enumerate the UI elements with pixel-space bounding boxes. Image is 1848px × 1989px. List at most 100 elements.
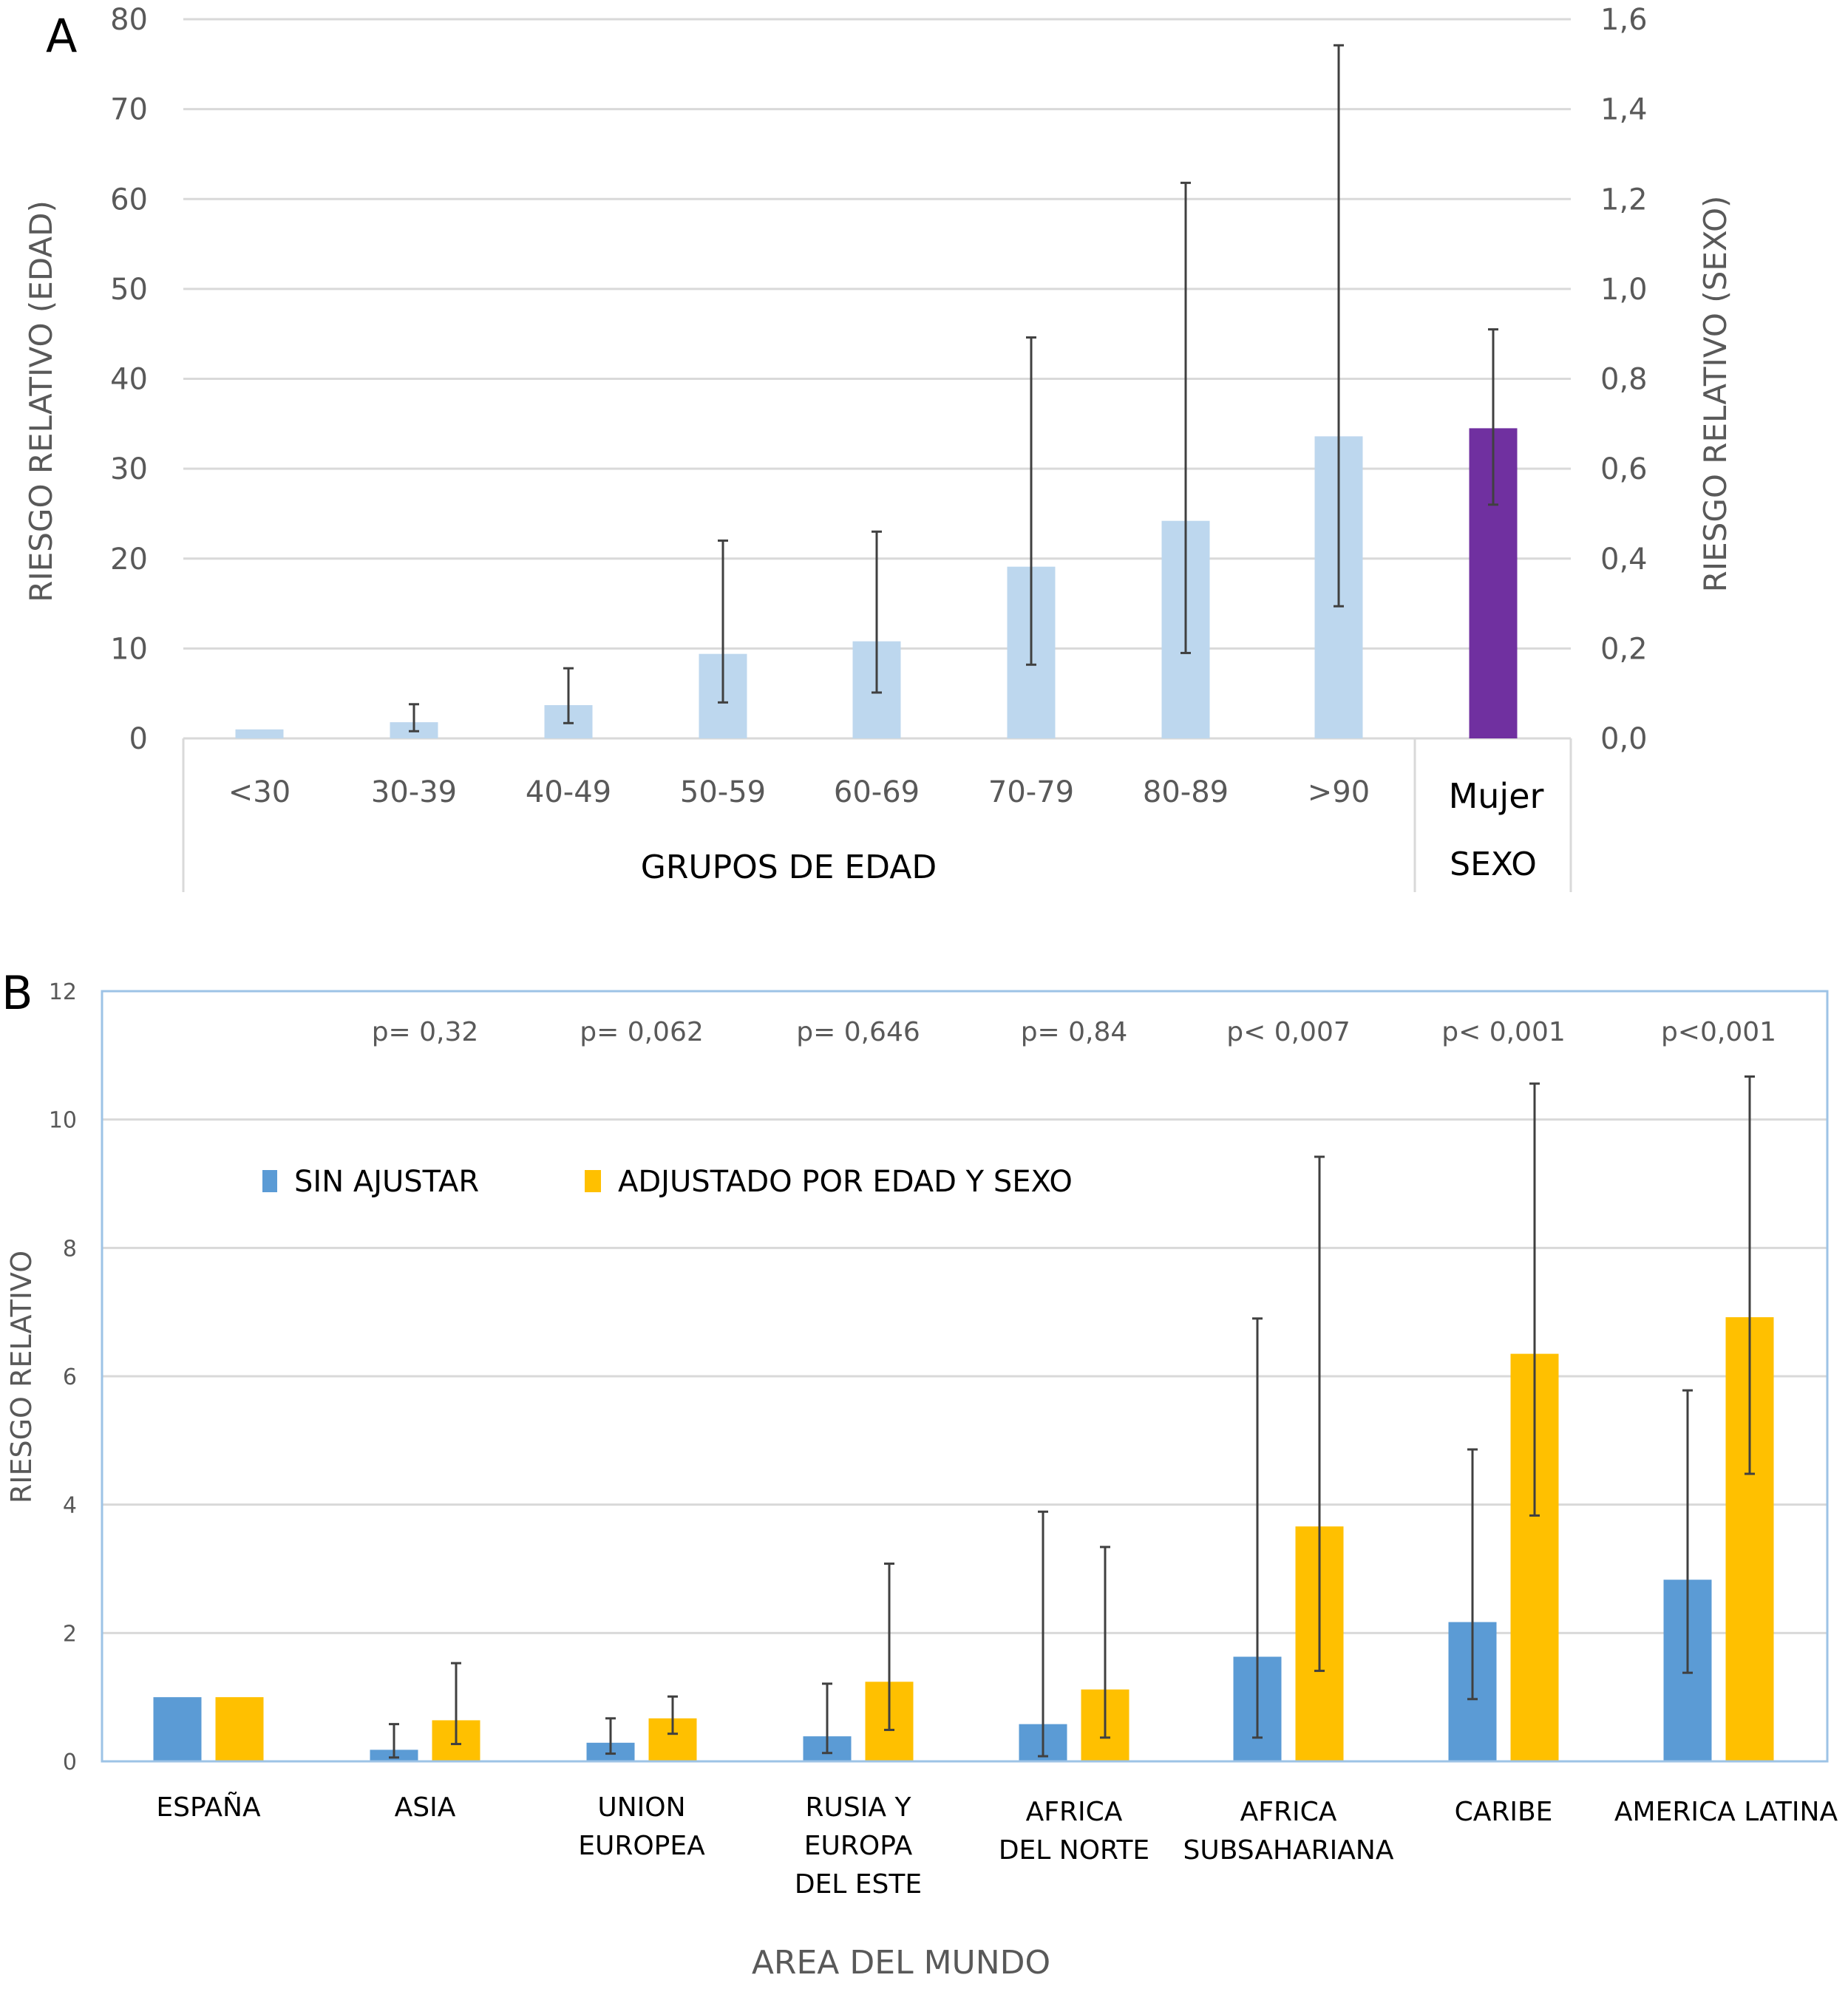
- error-bar-sin-ajustar: [1467, 1448, 1478, 1701]
- error-bar-edad: [409, 703, 419, 732]
- bar-edad: [235, 729, 284, 738]
- category-label: DEL NORTE: [999, 1835, 1149, 1866]
- y2-tick-label: 1,2: [1600, 183, 1648, 217]
- category-label: ESPAÑA: [156, 1792, 261, 1823]
- category-label: 40-49: [526, 775, 611, 809]
- category-label: 60-69: [834, 775, 920, 809]
- category-label: RUSIA Y: [806, 1792, 912, 1823]
- panel-a-right-y-axis-title: RIESGO RELATIVO (SEXO): [1697, 196, 1733, 593]
- panel-b-letter: B: [1, 966, 33, 1020]
- y-tick-label: 12: [49, 979, 77, 1005]
- p-value-label: p<0,001: [1661, 1017, 1776, 1047]
- p-value-label: p= 0,062: [580, 1017, 704, 1047]
- panel-b-x-axis-title: AREA DEL MUNDO: [752, 1944, 1050, 1982]
- y2-tick-label: 1,0: [1600, 273, 1648, 307]
- p-value-label: p< 0,007: [1226, 1017, 1351, 1047]
- legend-swatch-sin-ajustar: [262, 1170, 277, 1192]
- category-label: EUROPA: [804, 1831, 913, 1861]
- error-bar-sin-ajustar: [1252, 1317, 1263, 1739]
- y-tick-label: 4: [63, 1493, 77, 1519]
- category-label: 30-39: [371, 775, 457, 809]
- legend-label-ajustado: ADJUSTADO POR EDAD Y SEXO: [618, 1165, 1073, 1199]
- y-tick-label: 10: [49, 1108, 77, 1134]
- y2-tick-label: 0,4: [1600, 543, 1648, 577]
- panel-b-p-values: p= 0,32 p= 0,062 p= 0,646 p= 0,84 p< 0,007 p<…: [372, 1017, 1776, 1047]
- category-label: SUBSAHARIANA: [1183, 1835, 1394, 1866]
- panel-a-left-ticks: 0 10 20 30 40 50 60 70 80: [110, 3, 148, 756]
- error-bar-sin-ajustar: [822, 1682, 832, 1755]
- y-tick-label: 10: [110, 632, 148, 666]
- error-bar-edad: [1334, 44, 1344, 608]
- y2-tick-label: 0,8: [1600, 363, 1648, 397]
- error-bar-sin-ajustar: [605, 1717, 616, 1755]
- y2-tick-label: 1,6: [1600, 3, 1648, 37]
- error-bar-edad: [718, 539, 728, 704]
- y-tick-label: 50: [110, 273, 148, 307]
- category-label: EUROPEA: [578, 1831, 705, 1861]
- category-label: DEL ESTE: [795, 1869, 922, 1900]
- category-label: AMERICA LATINA: [1614, 1797, 1838, 1827]
- y-tick-label: 20: [110, 543, 148, 577]
- y-tick-label: 30: [110, 452, 148, 486]
- error-bar-ajustado: [1100, 1546, 1110, 1739]
- category-label: >90: [1308, 775, 1370, 809]
- error-bar-ajustado: [884, 1563, 894, 1731]
- error-bar-mujer: [1488, 328, 1498, 506]
- category-label: <30: [228, 775, 291, 809]
- bar-sin-ajustar: [153, 1697, 202, 1761]
- y2-tick-label: 0,6: [1600, 452, 1648, 486]
- error-bar-sin-ajustar: [389, 1723, 399, 1759]
- category-label: 50-59: [680, 775, 766, 809]
- y-tick-label: 2: [63, 1621, 77, 1647]
- panel-b-plot-border: [101, 990, 1829, 1763]
- y-tick-label: 70: [110, 93, 148, 127]
- panel-b-gridlines: [102, 990, 1827, 1763]
- error-bar-edad: [563, 667, 574, 724]
- panel-b-y-axis-title: RIESGO RELATIVO: [5, 1251, 38, 1503]
- error-bar-ajustado: [1529, 1082, 1540, 1517]
- error-bar-sin-ajustar: [1682, 1389, 1693, 1674]
- error-bar-edad: [1181, 181, 1191, 654]
- panel-a-right-ticks: 0,0 0,2 0,4 0,6 0,8 1,0 1,2 1,4 1,6: [1600, 3, 1648, 756]
- category-label: 70-79: [988, 775, 1074, 809]
- y-tick-label: 0: [63, 1750, 77, 1775]
- panel-a-error-bars: [409, 44, 1498, 732]
- error-bar-ajustado: [451, 1662, 461, 1746]
- error-bar-ajustado: [1745, 1075, 1755, 1475]
- p-value-label: p= 0,84: [1021, 1017, 1128, 1047]
- bar-ajustado: [215, 1697, 264, 1761]
- category-label-mujer: Mujer: [1449, 776, 1544, 816]
- panel-a-letter: A: [46, 9, 77, 63]
- category-label: AFRICA: [1240, 1797, 1337, 1827]
- panel-a-category-labels: <30 30-39 40-49 50-59 60-69 70-79 80-89 >90 Muje…: [228, 775, 1544, 816]
- y-tick-label: 6: [63, 1364, 77, 1390]
- legend-swatch-ajustado: [585, 1170, 601, 1192]
- category-label: ASIA: [395, 1792, 456, 1823]
- p-value-label: p< 0,001: [1441, 1017, 1566, 1047]
- panel-a-gridlines: [183, 18, 1571, 740]
- panel-b-legend: SIN AJUSTAR ADJUSTADO POR EDAD Y SEXO: [262, 1165, 1073, 1199]
- panel-b-y-ticks: 0 2 4 6 8 10 12: [49, 979, 77, 1775]
- category-label: AFRICA: [1026, 1797, 1123, 1827]
- y2-tick-label: 1,4: [1600, 93, 1648, 127]
- category-label: UNION: [597, 1792, 685, 1823]
- panel-a-left-y-axis-title: RIESGO RELATIVO (EDAD): [23, 200, 59, 602]
- y2-tick-label: 0,0: [1600, 722, 1648, 756]
- panel-a-sexo-group-title: SEXO: [1450, 846, 1537, 883]
- error-bar-ajustado: [1314, 1155, 1325, 1673]
- panel-b-category-labels: ESPAÑA ASIA UNION EUROPEA RUSIA Y EUROPA DEL E…: [156, 1792, 1838, 1900]
- error-bar-edad: [1026, 336, 1036, 666]
- error-bar-sin-ajustar: [1038, 1510, 1048, 1758]
- category-label: CARIBE: [1455, 1797, 1553, 1827]
- y2-tick-label: 0,2: [1600, 632, 1648, 666]
- p-value-label: p= 0,32: [372, 1017, 479, 1047]
- error-bar-ajustado: [667, 1695, 678, 1735]
- y-tick-label: 8: [63, 1236, 77, 1262]
- y-tick-label: 0: [129, 722, 148, 756]
- p-value-label: p= 0,646: [796, 1017, 920, 1047]
- panel-a-x-axis-title: GRUPOS DE EDAD: [641, 849, 937, 886]
- y-tick-label: 80: [110, 3, 148, 37]
- panel-b-bars: [153, 1317, 1774, 1761]
